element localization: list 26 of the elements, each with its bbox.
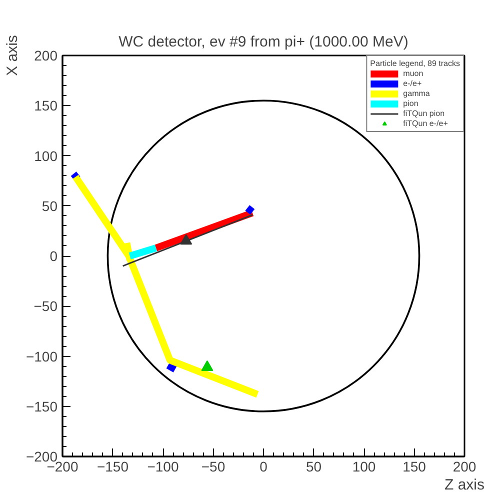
legend-label: gamma xyxy=(403,89,430,98)
y-tick-label: 100 xyxy=(34,148,58,164)
y-tick-label: 0 xyxy=(50,248,58,264)
x-tick-label: 150 xyxy=(402,458,426,474)
x-axis-title: Z axis xyxy=(444,476,485,494)
x-tick-label: 0 xyxy=(260,458,268,474)
x-tick-label: 200 xyxy=(452,458,476,474)
y-tick-label: −50 xyxy=(34,298,58,314)
x-tick-label: −150 xyxy=(96,458,129,474)
y-tick-label: −150 xyxy=(26,398,58,414)
x-tick-label: −100 xyxy=(147,458,179,474)
legend-label: fiTQun e-/e+ xyxy=(403,119,448,128)
x-tick-label: 100 xyxy=(352,458,376,474)
y-axis-title: X axis xyxy=(4,35,21,76)
legend-label: muon xyxy=(403,69,424,78)
legend-label: e-/e+ xyxy=(403,79,423,88)
y-tick-label: 200 xyxy=(34,48,58,64)
legend-label: pion xyxy=(403,99,420,108)
x-tick-label: 50 xyxy=(306,458,322,474)
x-tick-label: −50 xyxy=(201,458,226,474)
y-tick-label: 150 xyxy=(34,98,58,114)
legend-label: fiTQun pion xyxy=(403,109,445,118)
y-tick-label: −100 xyxy=(26,348,58,364)
chart-title: WC detector, ev #9 from pi+ (1000.00 MeV) xyxy=(118,34,408,50)
legend-title: Particle legend, 89 tracks xyxy=(370,59,460,68)
y-tick-label: 50 xyxy=(42,198,58,214)
